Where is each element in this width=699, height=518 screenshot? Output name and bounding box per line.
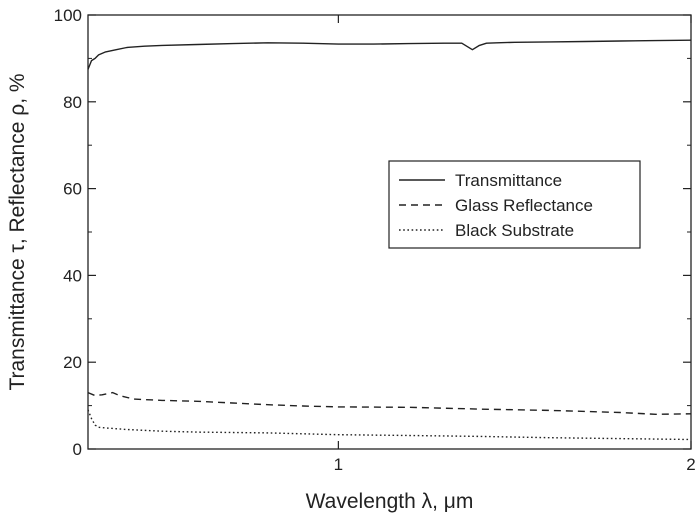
y-tick-label: 60: [63, 180, 82, 199]
x-axis-title: Wavelength λ, μm: [306, 490, 474, 513]
plot-frame: [87, 14, 692, 450]
legend-items: Transmittance Glass Reflectance Black Subs…: [399, 171, 593, 240]
legend-box: [388, 160, 641, 249]
ticks-layer: 0 20 40 60 80 100 1 2: [54, 6, 696, 474]
legend-label-transmittance: Transmittance: [455, 171, 562, 190]
y-tick-label: 80: [63, 93, 82, 112]
y-tick-label: 0: [73, 440, 82, 459]
x-tick-label: 1: [334, 455, 343, 474]
series-layer: [87, 39, 692, 441]
legend: Transmittance Glass Reflectance Black Subs…: [388, 160, 641, 249]
legend-label-glass-reflectance: Glass Reflectance: [455, 196, 593, 215]
x-tick-label: 2: [686, 455, 695, 474]
y-axis-title: Transmittance τ, Reflectance ρ, %: [6, 73, 29, 390]
y-tick-label: 20: [63, 353, 82, 372]
series-line-black-substrate: [87, 409, 692, 441]
y-tick-label: 40: [63, 266, 82, 285]
y-tick-label: 100: [54, 6, 82, 25]
series-line-transmittance: [87, 39, 692, 70]
series-line-glass-reflectance: [87, 391, 692, 415]
legend-label-black-substrate: Black Substrate: [455, 221, 574, 240]
